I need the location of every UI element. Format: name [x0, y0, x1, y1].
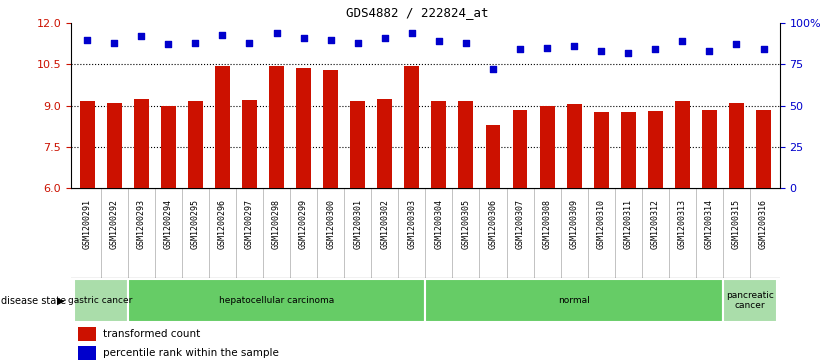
Bar — [567, 104, 581, 188]
Bar — [648, 111, 663, 188]
Text: GSM1200299: GSM1200299 — [299, 199, 308, 249]
Point — [757, 46, 771, 52]
Point — [351, 40, 364, 46]
Text: GSM1200313: GSM1200313 — [678, 199, 687, 249]
Text: GSM1200311: GSM1200311 — [624, 199, 633, 249]
FancyBboxPatch shape — [723, 279, 777, 322]
Bar — [459, 101, 474, 188]
Point — [595, 48, 608, 54]
Point — [108, 40, 121, 46]
Bar — [513, 110, 527, 188]
Point — [324, 37, 337, 42]
Point — [270, 30, 284, 36]
Point — [676, 38, 689, 44]
Bar — [540, 106, 555, 188]
Text: pancreatic
cancer: pancreatic cancer — [726, 291, 774, 310]
Bar — [80, 101, 94, 188]
Point — [703, 48, 716, 54]
Bar — [756, 110, 771, 188]
Bar — [324, 70, 338, 188]
Text: GSM1200300: GSM1200300 — [326, 199, 335, 249]
Point — [188, 40, 202, 46]
Text: normal: normal — [558, 296, 590, 305]
Bar — [107, 103, 122, 188]
Bar — [404, 66, 420, 188]
Bar — [431, 101, 446, 188]
Text: GSM1200309: GSM1200309 — [570, 199, 579, 249]
Text: GSM1200310: GSM1200310 — [596, 199, 605, 249]
Point — [649, 46, 662, 52]
Point — [730, 41, 743, 47]
Text: GSM1200304: GSM1200304 — [435, 199, 444, 249]
Bar — [594, 113, 609, 188]
Bar — [296, 68, 311, 188]
Text: GSM1200303: GSM1200303 — [407, 199, 416, 249]
Bar — [485, 125, 500, 188]
Text: GSM1200312: GSM1200312 — [651, 199, 660, 249]
Text: percentile rank within the sample: percentile rank within the sample — [103, 348, 279, 358]
Point — [80, 37, 93, 42]
Point — [486, 66, 500, 72]
Bar — [350, 101, 365, 188]
Text: GSM1200315: GSM1200315 — [732, 199, 741, 249]
Text: gastric cancer: gastric cancer — [68, 296, 133, 305]
Text: GSM1200296: GSM1200296 — [218, 199, 227, 249]
Text: GSM1200306: GSM1200306 — [489, 199, 498, 249]
Bar — [78, 346, 96, 360]
Point — [621, 50, 635, 56]
Point — [243, 40, 256, 46]
Text: GSM1200302: GSM1200302 — [380, 199, 389, 249]
Text: disease state: disease state — [1, 295, 66, 306]
Text: GSM1200294: GSM1200294 — [163, 199, 173, 249]
Text: GSM1200295: GSM1200295 — [191, 199, 200, 249]
Text: GSM1200316: GSM1200316 — [759, 199, 768, 249]
Text: GSM1200305: GSM1200305 — [461, 199, 470, 249]
FancyBboxPatch shape — [128, 279, 425, 322]
Bar — [133, 99, 148, 188]
Point — [134, 33, 148, 39]
Bar — [269, 66, 284, 188]
Text: GSM1200298: GSM1200298 — [272, 199, 281, 249]
Point — [297, 35, 310, 41]
Point — [514, 46, 527, 52]
Bar — [188, 101, 203, 188]
Text: GSM1200314: GSM1200314 — [705, 199, 714, 249]
Bar — [161, 106, 176, 188]
Text: hepatocellular carcinoma: hepatocellular carcinoma — [219, 296, 334, 305]
Bar — [620, 113, 636, 188]
Text: ▶: ▶ — [58, 295, 64, 306]
FancyBboxPatch shape — [425, 279, 723, 322]
Text: GSM1200293: GSM1200293 — [137, 199, 146, 249]
Point — [378, 35, 391, 41]
Text: GSM1200307: GSM1200307 — [515, 199, 525, 249]
Text: GSM1200308: GSM1200308 — [543, 199, 551, 249]
Bar — [78, 327, 96, 341]
FancyBboxPatch shape — [73, 279, 128, 322]
Point — [567, 43, 580, 49]
Bar — [377, 99, 392, 188]
Text: GSM1200292: GSM1200292 — [110, 199, 118, 249]
Bar — [702, 110, 717, 188]
Text: GDS4882 / 222824_at: GDS4882 / 222824_at — [346, 7, 488, 19]
Point — [540, 45, 554, 51]
Point — [216, 32, 229, 37]
Point — [405, 30, 419, 36]
Text: GSM1200297: GSM1200297 — [245, 199, 254, 249]
Text: GSM1200301: GSM1200301 — [353, 199, 362, 249]
Point — [432, 38, 445, 44]
Bar — [242, 100, 257, 188]
Text: transformed count: transformed count — [103, 329, 200, 339]
Bar — [729, 103, 744, 188]
Bar — [675, 101, 690, 188]
Text: GSM1200291: GSM1200291 — [83, 199, 92, 249]
Bar — [215, 66, 230, 188]
Point — [162, 41, 175, 47]
Point — [460, 40, 473, 46]
